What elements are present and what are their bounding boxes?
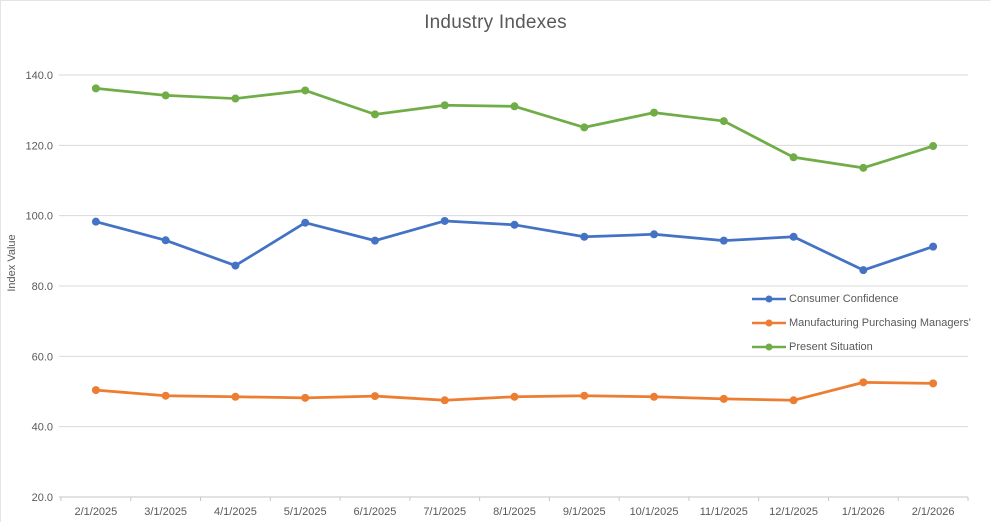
- data-point-consumer-confidence[interactable]: [719, 236, 728, 245]
- data-point-manufacturing-purchasing-managers[interactable]: [650, 392, 659, 401]
- x-tick-label: 2/1/2026: [912, 506, 955, 518]
- x-tick-label: 8/1/2025: [493, 506, 536, 518]
- y-tick-label: 140.0: [25, 70, 53, 82]
- data-point-manufacturing-purchasing-managers[interactable]: [789, 396, 798, 405]
- data-point-consumer-confidence[interactable]: [789, 232, 798, 241]
- data-point-manufacturing-purchasing-managers[interactable]: [719, 394, 728, 403]
- x-tick-label: 2/1/2025: [74, 506, 117, 518]
- y-tick-label: 40.0: [32, 422, 53, 434]
- x-tick-label: 3/1/2025: [144, 506, 187, 518]
- data-point-present-situation[interactable]: [929, 142, 938, 151]
- legend: Consumer Confidence Manufacturing Purchas…: [752, 291, 971, 355]
- legend-label: Consumer Confidence: [789, 293, 899, 305]
- legend-item-present-situation[interactable]: Present Situation: [752, 339, 971, 355]
- data-point-present-situation[interactable]: [859, 163, 868, 172]
- data-point-present-situation[interactable]: [440, 101, 449, 110]
- data-point-manufacturing-purchasing-managers[interactable]: [370, 392, 379, 401]
- legend-item-consumer-confidence[interactable]: Consumer Confidence: [752, 291, 971, 307]
- x-tick-label: 6/1/2025: [354, 506, 397, 518]
- data-point-consumer-confidence[interactable]: [929, 242, 938, 251]
- legend-marker-icon: [752, 295, 786, 303]
- data-point-manufacturing-purchasing-managers[interactable]: [510, 392, 519, 401]
- legend-marker-icon: [752, 343, 786, 351]
- data-point-consumer-confidence[interactable]: [231, 261, 240, 270]
- data-point-consumer-confidence[interactable]: [650, 230, 659, 239]
- y-tick-label: 100.0: [25, 211, 53, 223]
- x-tick-label: 11/1/2025: [700, 506, 748, 518]
- data-point-consumer-confidence[interactable]: [370, 236, 379, 245]
- data-point-manufacturing-purchasing-managers[interactable]: [161, 391, 170, 400]
- x-tick-label: 7/1/2025: [423, 506, 466, 518]
- data-point-present-situation[interactable]: [370, 110, 379, 119]
- data-point-consumer-confidence[interactable]: [91, 217, 100, 226]
- x-tick-label: 1/1/2026: [842, 506, 885, 518]
- data-point-present-situation[interactable]: [161, 91, 170, 100]
- legend-label: Present Situation: [789, 341, 873, 353]
- data-point-present-situation[interactable]: [580, 123, 589, 132]
- x-tick-label: 12/1/2025: [769, 506, 818, 518]
- data-point-manufacturing-purchasing-managers[interactable]: [231, 392, 240, 401]
- legend-label: Manufacturing Purchasing Managers': [789, 317, 971, 329]
- data-point-present-situation[interactable]: [301, 86, 310, 95]
- data-point-consumer-confidence[interactable]: [510, 220, 519, 229]
- data-point-consumer-confidence[interactable]: [301, 218, 310, 227]
- y-tick-label: 120.0: [25, 140, 53, 152]
- data-point-manufacturing-purchasing-managers[interactable]: [929, 379, 938, 388]
- series-line-present-situation[interactable]: [94, 86, 935, 170]
- data-point-present-situation[interactable]: [719, 117, 728, 126]
- data-point-manufacturing-purchasing-managers[interactable]: [301, 393, 310, 402]
- chart-title: Industry Indexes: [424, 12, 567, 33]
- x-tick-label: 5/1/2025: [284, 506, 327, 518]
- data-point-manufacturing-purchasing-managers[interactable]: [859, 378, 868, 387]
- legend-item-manufacturing-purchasing-managers[interactable]: Manufacturing Purchasing Managers': [752, 315, 971, 331]
- data-point-present-situation[interactable]: [650, 108, 659, 117]
- data-point-present-situation[interactable]: [91, 84, 100, 93]
- data-point-consumer-confidence[interactable]: [161, 236, 170, 245]
- x-tick-label: 9/1/2025: [563, 506, 606, 518]
- data-point-consumer-confidence[interactable]: [859, 266, 868, 275]
- legend-marker-icon: [752, 319, 786, 327]
- data-point-consumer-confidence[interactable]: [440, 216, 449, 225]
- y-tick-label: 20.0: [32, 492, 53, 504]
- data-point-manufacturing-purchasing-managers[interactable]: [440, 396, 449, 405]
- x-tick-label: 10/1/2025: [630, 506, 679, 518]
- data-point-present-situation[interactable]: [789, 153, 798, 162]
- y-tick-label: 80.0: [32, 281, 53, 293]
- x-tick-label: 4/1/2025: [214, 506, 257, 518]
- data-point-consumer-confidence[interactable]: [580, 232, 589, 241]
- data-point-manufacturing-purchasing-managers[interactable]: [580, 391, 589, 400]
- y-tick-label: 60.0: [32, 351, 53, 363]
- data-point-present-situation[interactable]: [510, 102, 519, 111]
- data-point-manufacturing-purchasing-managers[interactable]: [91, 386, 100, 395]
- data-point-present-situation[interactable]: [231, 94, 240, 103]
